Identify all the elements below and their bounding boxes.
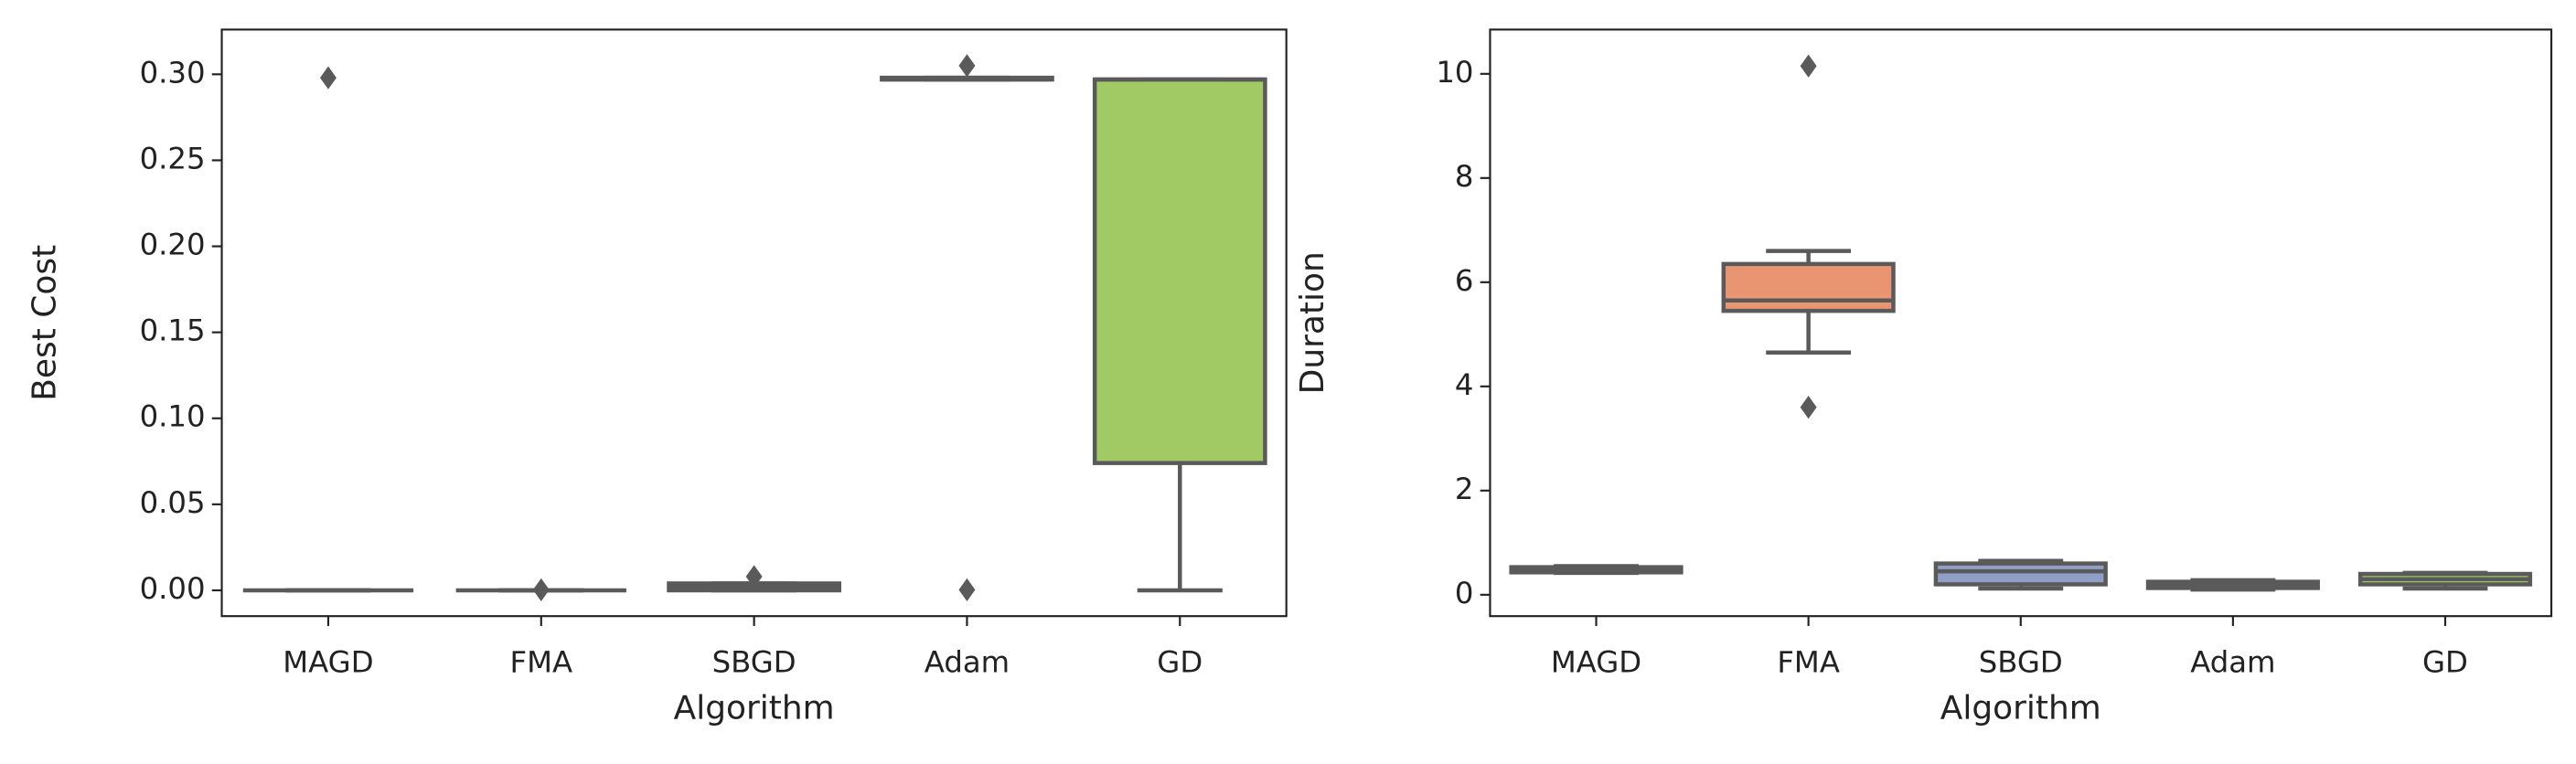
y-tick-label: 0.05 (140, 485, 206, 520)
y-tick-label: 0.25 (140, 141, 206, 175)
x-tick-label: SBGD (712, 644, 796, 679)
box (1933, 561, 2108, 587)
axes-frame (220, 28, 1288, 618)
x-tick-label: GD (1157, 644, 1202, 679)
x-tick-label: MAGD (1551, 644, 1641, 679)
axes-frame (1489, 28, 2553, 618)
box (1721, 261, 1896, 313)
y-tick-label: 0.15 (140, 313, 206, 348)
y-tick-label: 2 (1455, 472, 1474, 506)
x-tick-label: GD (2422, 644, 2468, 679)
y-tick-label: 0.20 (140, 228, 206, 262)
x-axis-label: Algorithm (1940, 690, 2101, 727)
flier (1800, 54, 1817, 78)
y-tick-label: 0.10 (140, 399, 206, 434)
y-tick-label: 10 (1436, 55, 1473, 90)
y-tick-label: 0 (1455, 576, 1474, 610)
y-axis-label: Best Cost (26, 245, 63, 401)
flier (745, 565, 763, 589)
flier (532, 578, 550, 601)
x-tick-label: Adam (925, 644, 1010, 679)
flier (1800, 396, 1817, 419)
y-axis-label: Duration (1294, 251, 1331, 394)
flier (958, 578, 976, 601)
x-tick-label: SBGD (1979, 644, 2063, 679)
x-tick-label: MAGD (283, 644, 373, 679)
y-tick-label: 4 (1455, 367, 1474, 402)
x-tick-label: FMA (1777, 644, 1840, 679)
x-axis-label: Algorithm (674, 690, 835, 727)
flier (319, 66, 337, 90)
flier (958, 54, 976, 78)
x-tick-label: FMA (509, 644, 572, 679)
y-tick-label: 0.30 (140, 55, 206, 90)
y-tick-label: 8 (1455, 159, 1474, 194)
y-tick-label: 6 (1455, 263, 1474, 298)
x-tick-label: Adam (2190, 644, 2275, 679)
y-tick-label: 0.00 (140, 571, 206, 606)
box (1092, 77, 1267, 465)
